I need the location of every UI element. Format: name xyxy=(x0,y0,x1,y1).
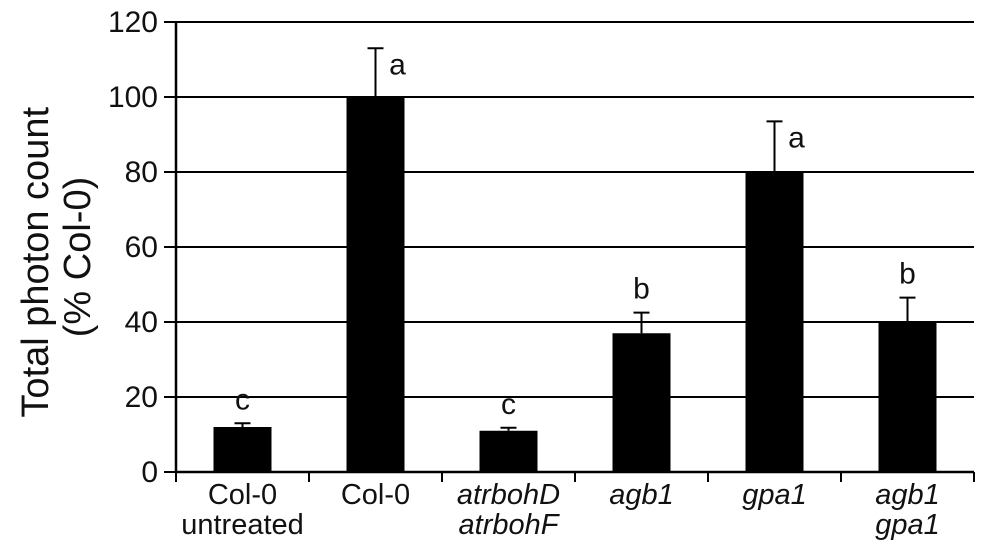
x-category-label: gpa1 xyxy=(742,479,807,511)
y-axis-title: Total photon count (% Col-0) xyxy=(15,96,99,417)
significance-label: b xyxy=(633,273,650,306)
y-tick-label: 0 xyxy=(141,456,158,489)
y-tick-label: 20 xyxy=(125,381,158,414)
bar xyxy=(878,322,937,472)
x-category-label: untreated xyxy=(181,509,304,541)
x-category-label: agb1 xyxy=(609,479,674,511)
x-category-label: agb1 xyxy=(875,479,940,511)
significance-label: c xyxy=(501,388,516,421)
bar xyxy=(479,430,538,472)
y-axis-title-line-2: (% Col-0) xyxy=(57,177,99,337)
significance-label: b xyxy=(899,258,916,291)
y-tick-label: 40 xyxy=(125,306,158,339)
bar xyxy=(612,333,671,472)
labels: 020406080100120cCol-0untreatedaCol-0catr… xyxy=(108,6,940,541)
significance-label: c xyxy=(235,383,250,416)
bar xyxy=(213,427,272,472)
gridlines xyxy=(176,21,974,398)
y-tick-label: 80 xyxy=(125,156,158,189)
significance-label: a xyxy=(389,48,406,81)
bar xyxy=(346,97,405,472)
bars xyxy=(213,47,937,472)
x-category-label: Col-0 xyxy=(208,479,277,511)
y-tick-label: 120 xyxy=(108,6,158,39)
axes xyxy=(164,21,975,482)
bar xyxy=(745,172,804,472)
y-tick-label: 60 xyxy=(125,231,158,264)
x-category-label: atrbohF xyxy=(459,509,561,541)
significance-label: a xyxy=(788,121,805,154)
y-axis-title-line-1: Total photon count xyxy=(15,107,57,418)
x-category-label: gpa1 xyxy=(875,509,940,541)
x-category-label: atrbohD xyxy=(457,479,560,511)
y-tick-label: 100 xyxy=(108,81,158,114)
x-category-label: Col-0 xyxy=(341,479,410,511)
